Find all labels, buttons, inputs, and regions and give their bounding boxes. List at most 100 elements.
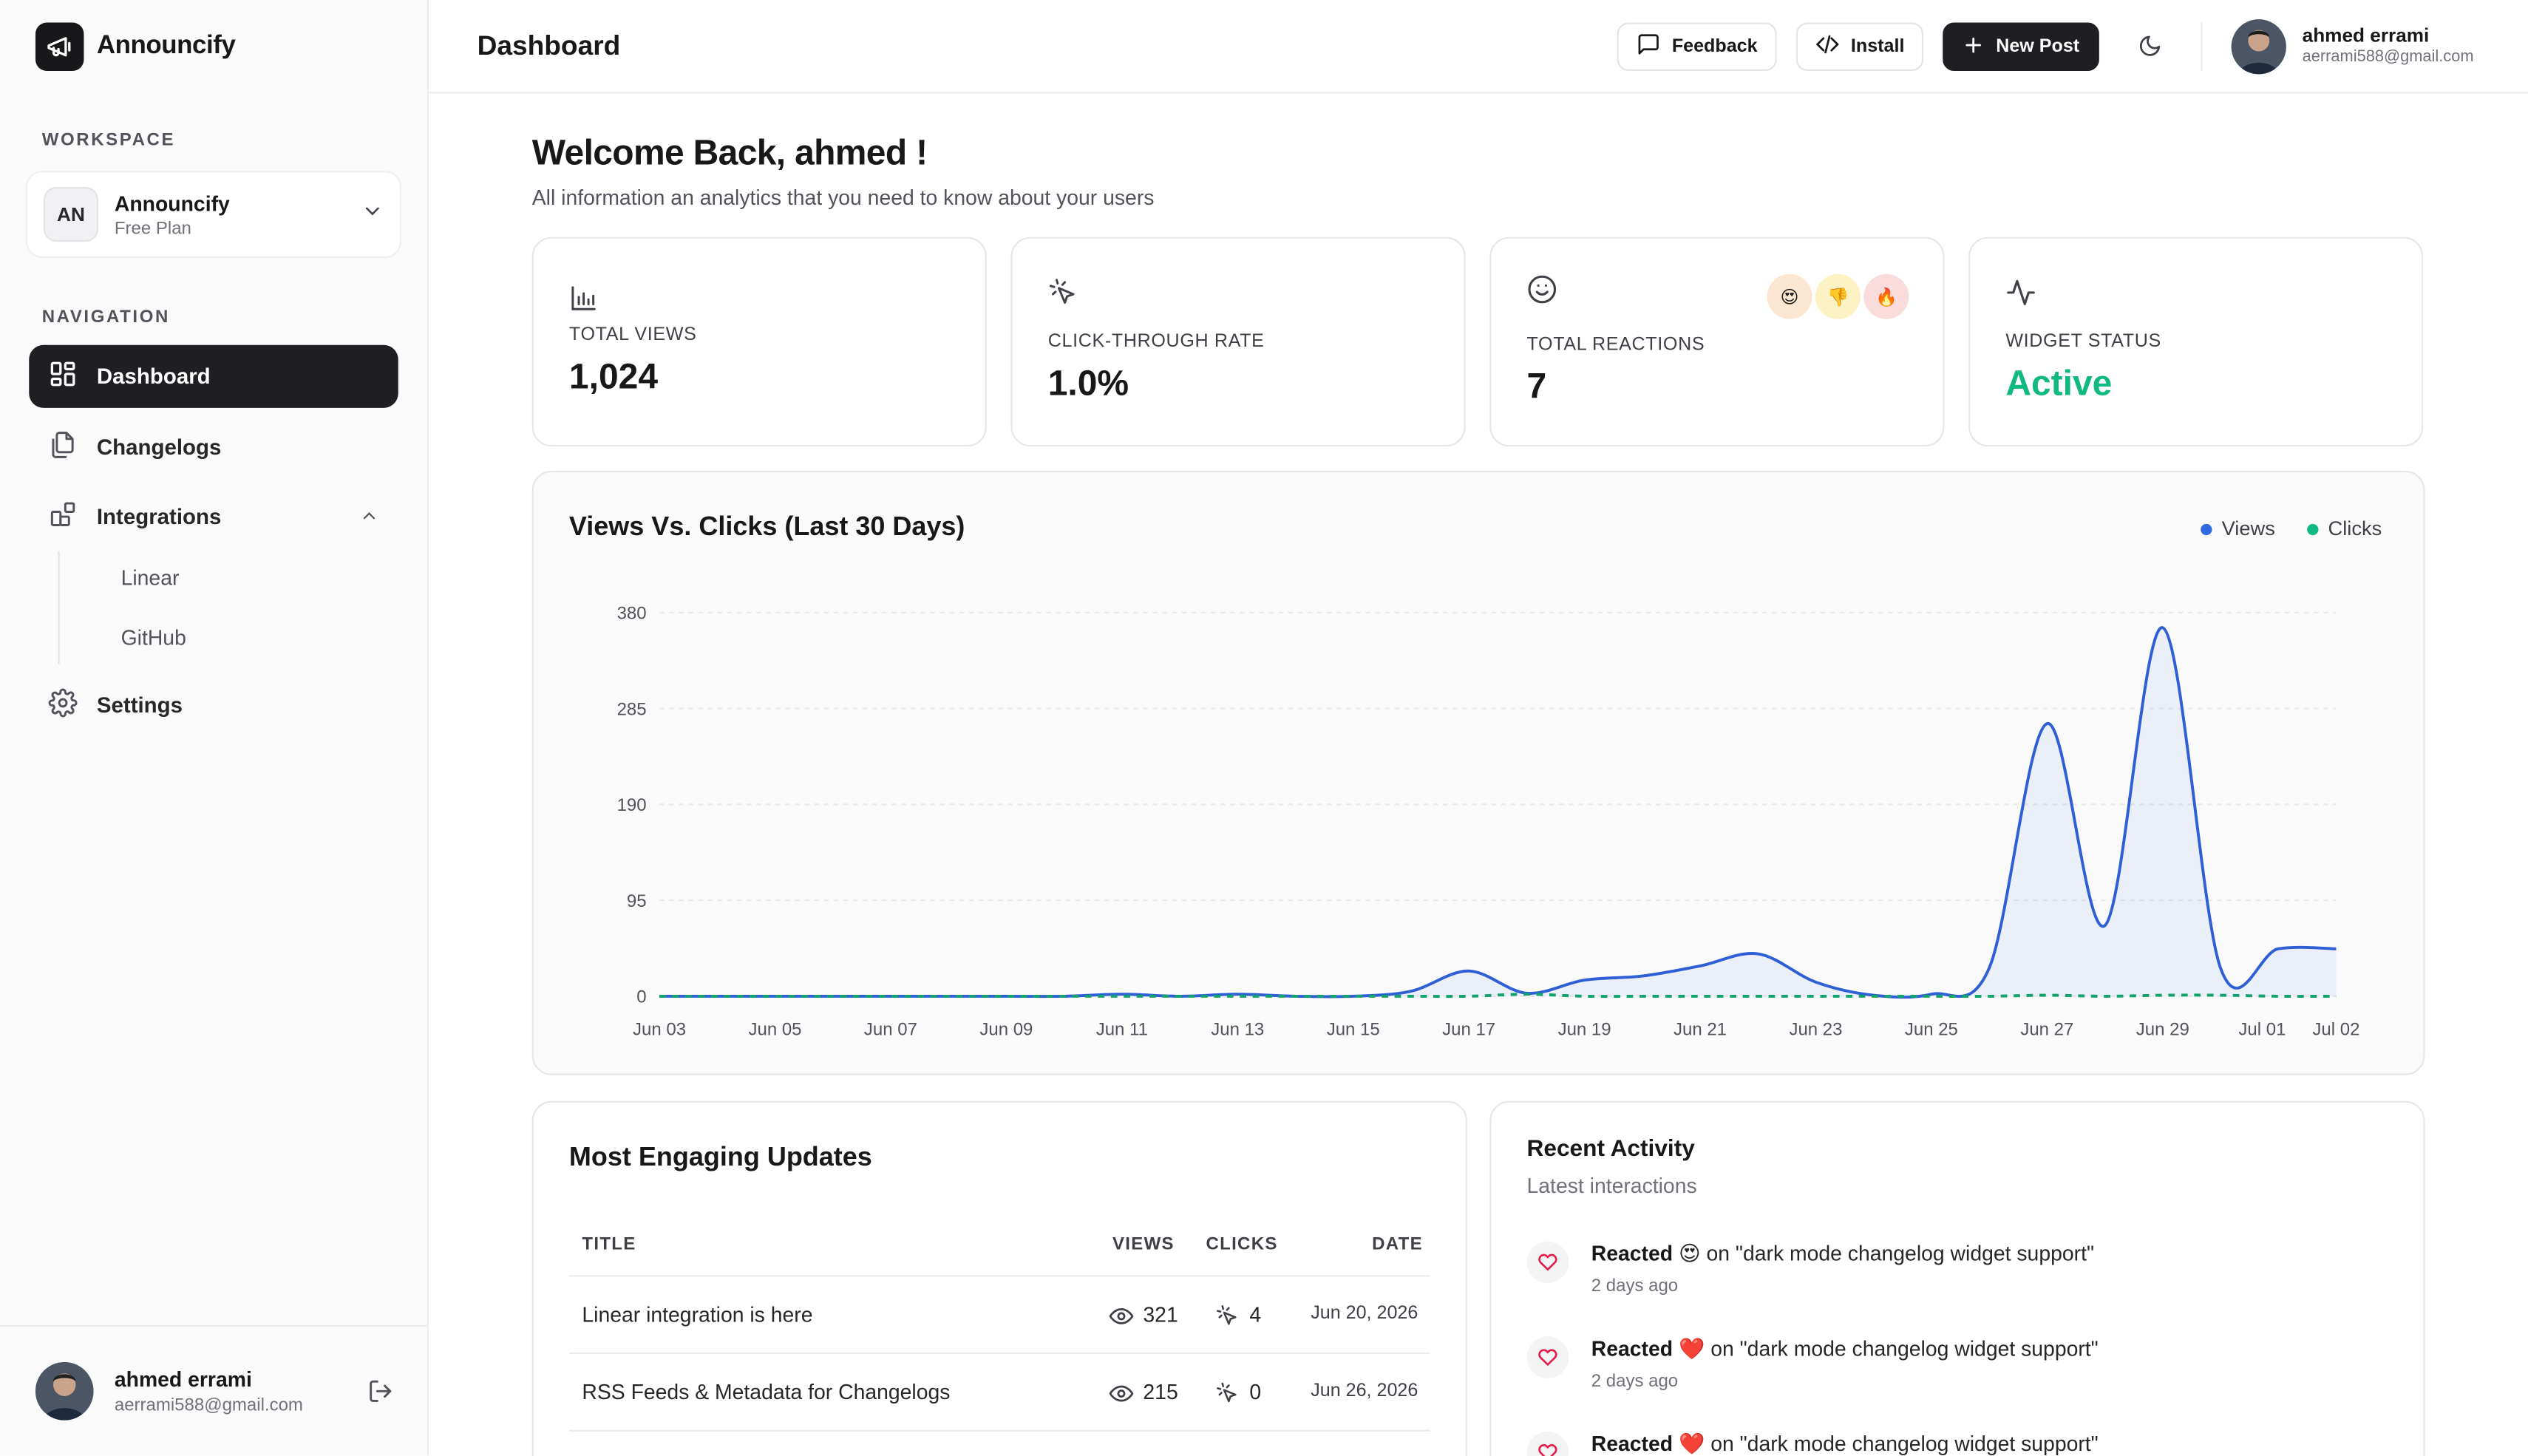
activity-title: Recent Activity xyxy=(1526,1136,1695,1163)
bar-chart-icon xyxy=(569,284,598,321)
workspace-name: Announcify xyxy=(114,191,230,216)
row-title: Linear integration is here xyxy=(582,1302,813,1327)
header-user-name: ahmed errami xyxy=(2302,24,2430,47)
table-row[interactable]: RSS Feeds & Metadata for Changelogs 215 … xyxy=(568,1352,1430,1430)
sidebar-subitem-linear[interactable]: Linear xyxy=(120,565,180,591)
x-tick-label: Jun 17 xyxy=(1442,1019,1495,1039)
sidebar-item-label: Integrations xyxy=(96,504,222,529)
reaction-emoji-dislike: 👎 xyxy=(1815,273,1861,319)
row-views: 321 xyxy=(1143,1302,1178,1327)
legend-label-clicks: Clicks xyxy=(2328,517,2382,540)
activity-emoji: ❤️ xyxy=(1678,1336,1705,1361)
activity-emoji: 😍 xyxy=(1678,1241,1701,1266)
eye-icon xyxy=(1109,1381,1134,1410)
files-icon xyxy=(48,430,77,464)
chevron-down-icon xyxy=(361,199,384,229)
x-tick-label: Jun 09 xyxy=(979,1019,1033,1039)
row-title: RSS Feeds & Metadata for Changelogs xyxy=(582,1380,951,1404)
x-tick-label: Jun 11 xyxy=(1096,1019,1148,1039)
sidebar-item-dashboard[interactable]: Dashboard xyxy=(29,344,398,408)
legend-dot-clicks xyxy=(2307,523,2319,535)
top-header: Dashboard Feedback Install New Post xyxy=(429,0,2528,94)
heart-icon xyxy=(1526,1336,1569,1378)
views-area xyxy=(659,627,2337,998)
sidebar-item-label: Dashboard xyxy=(96,364,211,389)
row-date: Jun 26, 2026 xyxy=(1311,1381,1418,1401)
reaction-emoji-love: 😍 xyxy=(1767,273,1812,319)
navigation-label: NAVIGATION xyxy=(41,307,170,327)
reaction-emoji-fire: 🔥 xyxy=(1863,273,1909,319)
welcome-subtitle: All information an analytics that you ne… xyxy=(531,185,1155,210)
avatar[interactable] xyxy=(35,1362,94,1421)
stat-value: 7 xyxy=(1526,366,1547,406)
activity-target: on "dark mode changelog widget support" xyxy=(1710,1431,2099,1456)
x-tick-label: Jun 21 xyxy=(1674,1019,1727,1039)
activity-text: Reacted 😍 on "dark mode changelog widget… xyxy=(1591,1241,2094,1267)
activity-item[interactable]: Reacted ❤️ on "dark mode changelog widge… xyxy=(1526,1431,2382,1456)
activity-text: Reacted ❤️ on "dark mode changelog widge… xyxy=(1591,1336,2099,1362)
brand[interactable]: Announcify xyxy=(35,22,236,71)
stat-label: CLICK-THROUGH RATE xyxy=(1047,332,1265,352)
stat-label: WIDGET STATUS xyxy=(2005,332,2161,352)
x-tick-label: Jul 02 xyxy=(2312,1019,2359,1039)
brand-name: Announcify xyxy=(96,32,236,60)
sidebar-item-label: Settings xyxy=(96,693,183,718)
activity-time: 2 days ago xyxy=(1591,1372,1679,1392)
grid-icon xyxy=(48,359,77,393)
logout-icon[interactable] xyxy=(367,1378,393,1412)
sidebar-item-integrations[interactable]: Integrations xyxy=(29,486,398,548)
column-header-date: DATE xyxy=(1372,1234,1423,1254)
install-button[interactable]: Install xyxy=(1795,22,1924,71)
heart-icon xyxy=(1526,1241,1569,1284)
code-icon xyxy=(1815,33,1840,61)
eye-icon xyxy=(1109,1304,1134,1333)
feedback-button[interactable]: Feedback xyxy=(1617,22,1777,71)
table-row-divider xyxy=(568,1429,1430,1456)
chevron-up-icon xyxy=(359,506,378,531)
row-date: Jun 20, 2026 xyxy=(1311,1304,1418,1324)
sidebar-item-settings[interactable]: Settings xyxy=(29,674,398,737)
page-title: Dashboard xyxy=(477,30,621,61)
subnav-line xyxy=(58,551,60,664)
activity-item[interactable]: Reacted 😍 on "dark mode changelog widget… xyxy=(1526,1241,2382,1321)
activity-item[interactable]: Reacted ❤️ on "dark mode changelog widge… xyxy=(1526,1336,2382,1417)
footer-user-name: ahmed errami xyxy=(114,1367,252,1392)
x-tick-label: Jul 01 xyxy=(2238,1019,2286,1039)
activity-target: on "dark mode changelog widget support" xyxy=(1706,1241,2095,1266)
heart-icon xyxy=(1526,1431,1569,1456)
header-user[interactable]: ahmed errami aerrami588@gmail.com xyxy=(2303,24,2474,67)
chart-title: Views Vs. Clicks (Last 30 Days) xyxy=(568,512,965,542)
smile-icon xyxy=(1527,274,1557,313)
workspace-switcher[interactable]: AN Announcify Free Plan xyxy=(25,171,402,258)
table-title: Most Engaging Updates xyxy=(568,1143,872,1172)
install-label: Install xyxy=(1850,37,1905,57)
new-post-label: New Post xyxy=(1996,37,2080,57)
legend-views: Views xyxy=(2201,517,2275,540)
column-header-views: VIEWS xyxy=(1112,1234,1175,1254)
workspace-avatar: AN xyxy=(43,187,99,242)
header-avatar[interactable] xyxy=(2231,19,2286,75)
x-tick-label: Jun 23 xyxy=(1789,1019,1842,1039)
new-post-button[interactable]: New Post xyxy=(1943,22,2099,71)
workspace-plan: Free Plan xyxy=(114,218,191,238)
row-clicks: 4 xyxy=(1249,1302,1262,1327)
x-tick-label: Jun 05 xyxy=(749,1019,802,1039)
stat-card-views: TOTAL VIEWS 1,024 xyxy=(531,237,987,447)
sidebar-subitem-github[interactable]: GitHub xyxy=(120,625,186,650)
y-tick-label: 285 xyxy=(617,699,647,719)
activity-verb: Reacted xyxy=(1591,1241,1674,1266)
column-header-title: TITLE xyxy=(582,1234,636,1254)
activity-icon xyxy=(2005,277,2036,316)
legend-clicks: Clicks xyxy=(2307,517,2382,540)
x-tick-label: Jun 07 xyxy=(864,1019,917,1039)
blocks-icon xyxy=(48,500,77,534)
sidebar-item-changelogs[interactable]: Changelogs xyxy=(29,416,398,479)
legend-dot-views xyxy=(2201,523,2212,535)
x-tick-label: Jun 03 xyxy=(633,1019,686,1039)
stat-card-widget: WIDGET STATUS Active xyxy=(1968,237,2424,447)
table-row[interactable]: Linear integration is here 321 4 Jun 20,… xyxy=(568,1275,1430,1353)
stat-card-reactions: TOTAL REACTIONS 7 xyxy=(1489,237,1945,447)
moon-icon[interactable] xyxy=(2138,34,2162,67)
legend-label-views: Views xyxy=(2221,517,2275,540)
column-header-clicks: CLICKS xyxy=(1206,1234,1278,1254)
